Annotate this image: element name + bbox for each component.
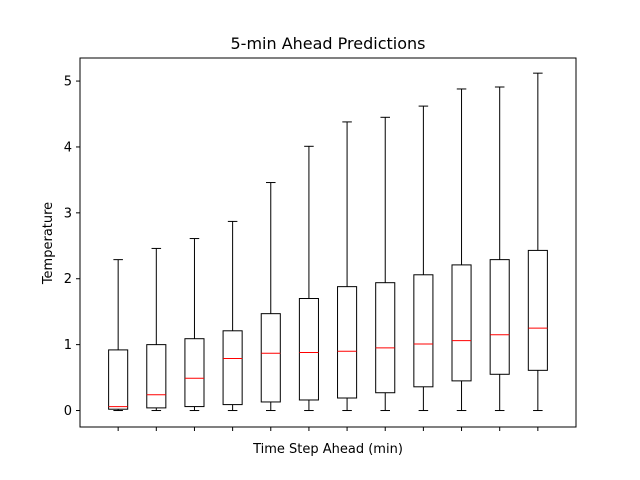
plot-area: 0 1 2 3 4 5 — [64, 57, 577, 431]
axes-frame — [79, 57, 577, 428]
box — [375, 282, 396, 394]
box — [260, 313, 281, 403]
y-axis-label: Temperature — [41, 202, 56, 285]
box — [451, 264, 472, 382]
y-tick-label: 1 — [64, 338, 72, 353]
box — [298, 298, 319, 401]
chart-title: 5-min Ahead Predictions — [230, 34, 425, 53]
y-tick-label: 0 — [64, 404, 72, 419]
box — [413, 274, 434, 388]
y-tick-label: 4 — [64, 140, 72, 155]
y-tick-label: 2 — [64, 272, 72, 287]
box — [108, 349, 129, 410]
box — [489, 259, 510, 375]
box — [527, 249, 548, 371]
box — [222, 330, 243, 406]
x-axis-label: Time Step Ahead (min) — [252, 442, 403, 457]
box — [146, 344, 167, 409]
box — [184, 338, 205, 408]
y-tick-label: 3 — [64, 206, 72, 221]
y-tick-label: 5 — [64, 75, 72, 90]
box — [337, 286, 358, 399]
